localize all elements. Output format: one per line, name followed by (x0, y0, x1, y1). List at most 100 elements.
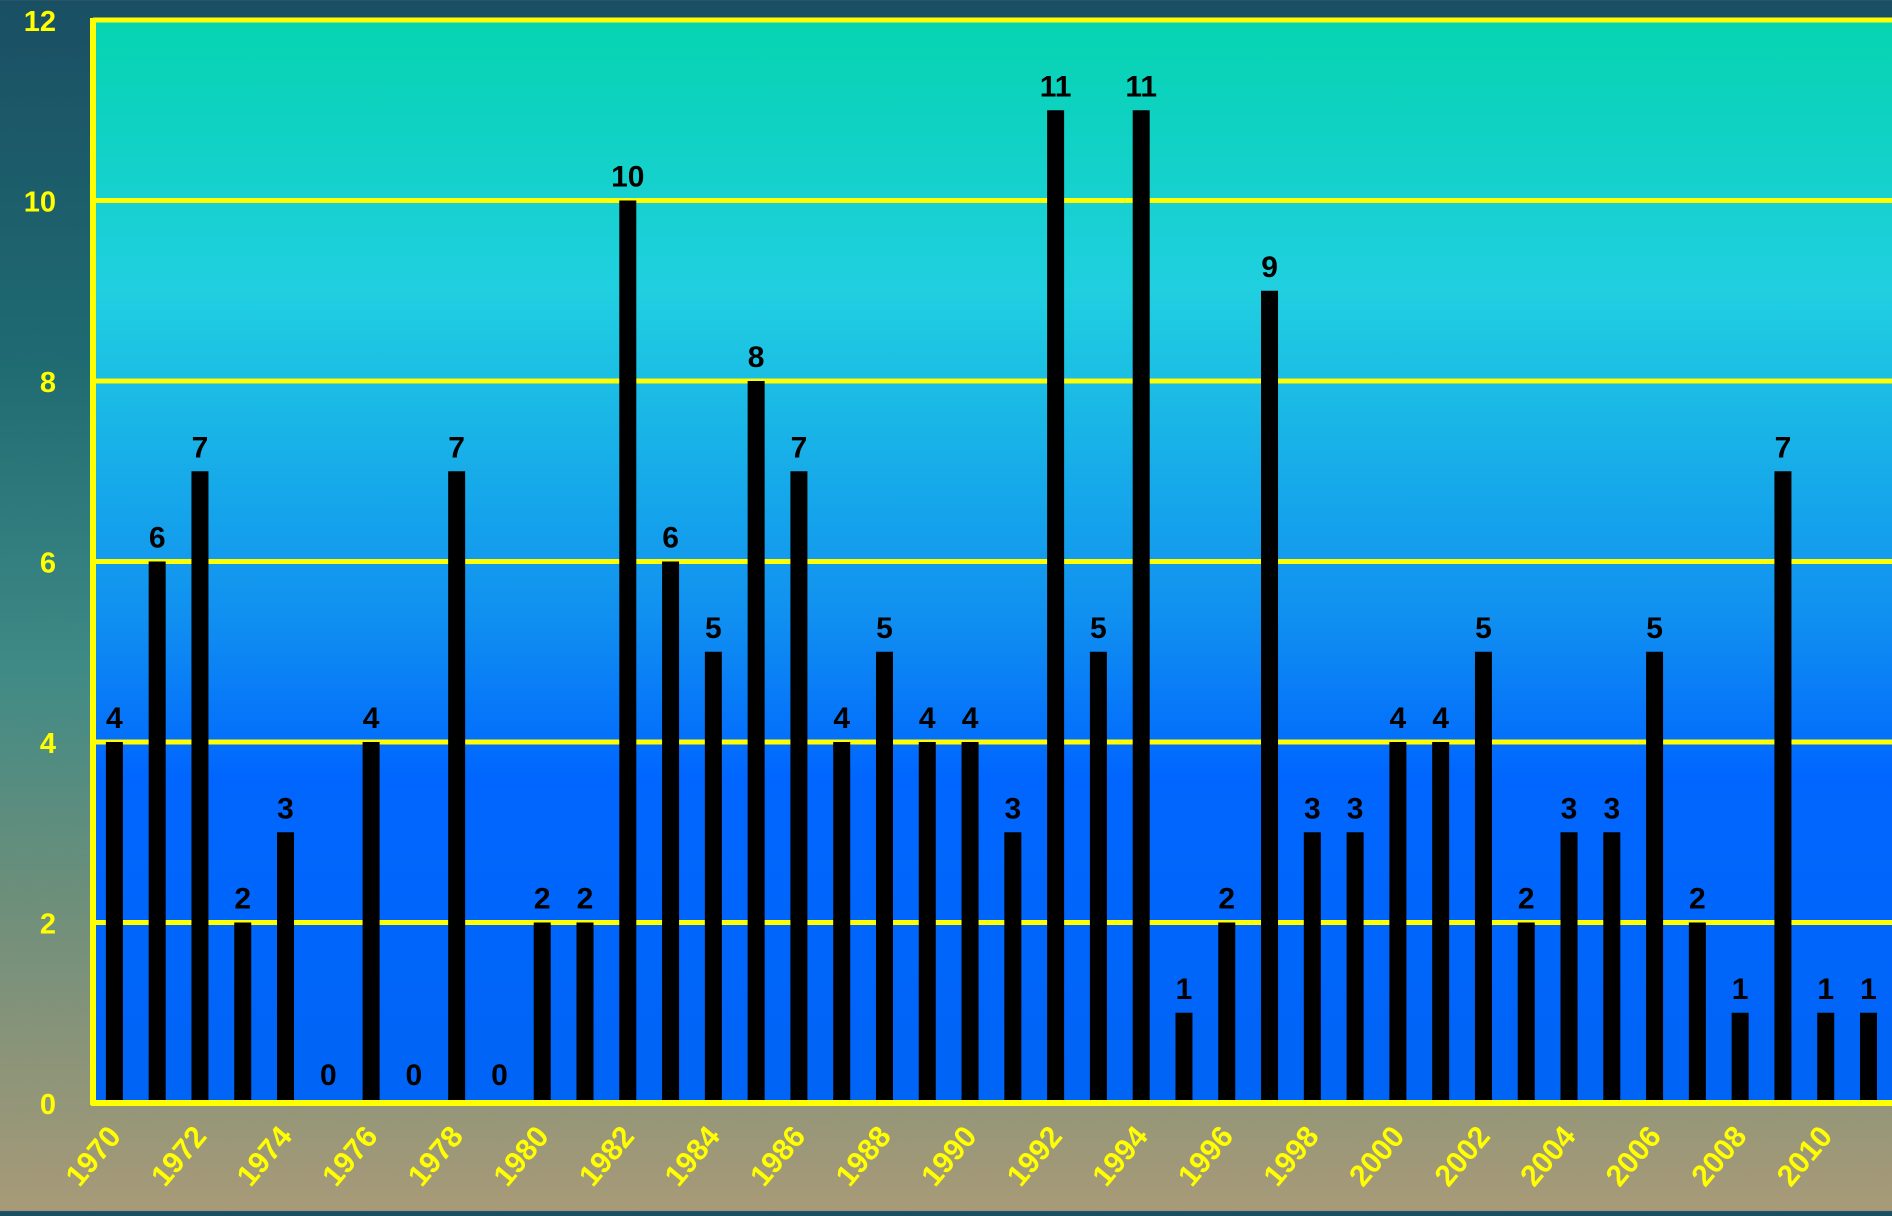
data-label: 4 (363, 702, 380, 735)
bar (362, 742, 380, 1103)
data-label: 4 (962, 702, 979, 735)
data-label: 0 (406, 1059, 423, 1092)
x-tick-label: 2010 (1771, 1120, 1839, 1192)
data-label: 10 (611, 161, 644, 194)
data-label: 6 (149, 522, 166, 555)
data-label: 1 (1860, 973, 1877, 1006)
bar (1859, 1012, 1877, 1103)
bar (148, 561, 166, 1103)
x-tick-label: 1974 (231, 1120, 299, 1193)
data-label: 5 (1475, 612, 1492, 645)
bar (662, 561, 680, 1103)
data-label: 4 (919, 702, 936, 735)
x-tick-label: 1994 (1086, 1120, 1154, 1193)
data-label: 3 (1347, 792, 1364, 825)
bar (191, 471, 209, 1103)
bar (1688, 922, 1706, 1103)
data-label: 7 (1775, 431, 1792, 464)
x-tick-label: 1984 (659, 1120, 727, 1193)
bar (1646, 651, 1664, 1103)
y-tick-label: 12 (24, 6, 56, 38)
data-label: 4 (106, 702, 123, 735)
x-tick-label: 2008 (1685, 1120, 1753, 1192)
bar (277, 832, 295, 1103)
bar (747, 381, 765, 1103)
axes (90, 18, 1892, 1106)
data-label: 1 (1176, 973, 1193, 1006)
x-tick-label: 2006 (1600, 1120, 1668, 1192)
bar (1303, 832, 1321, 1103)
data-label: 2 (234, 883, 251, 916)
bar (1389, 742, 1407, 1103)
bar (1560, 832, 1578, 1103)
y-tick-label: 4 (40, 728, 56, 760)
x-tick-label: 1970 (60, 1120, 128, 1192)
x-tick-label: 1992 (1001, 1120, 1069, 1192)
y-tick-label: 8 (40, 367, 56, 399)
data-label: 7 (448, 431, 465, 464)
bar (619, 200, 637, 1103)
x-tick-label: 1990 (915, 1120, 983, 1192)
bar (1175, 1012, 1193, 1103)
bar (790, 471, 808, 1103)
data-label: 8 (748, 341, 765, 374)
x-tick-label: 1976 (316, 1120, 384, 1192)
data-label: 5 (1646, 612, 1663, 645)
bar (1517, 922, 1535, 1103)
data-label: 7 (791, 431, 808, 464)
bar (875, 651, 893, 1103)
bar (1004, 832, 1022, 1103)
x-tick-label: 2000 (1343, 1120, 1411, 1192)
data-label: 3 (1561, 792, 1578, 825)
x-tick-label: 1982 (573, 1120, 641, 1192)
bar (1432, 742, 1450, 1103)
data-label: 1 (1817, 973, 1834, 1006)
bar (533, 922, 551, 1103)
data-label: 4 (1432, 702, 1449, 735)
data-label: 4 (1390, 702, 1407, 735)
y-tick-label: 2 (40, 909, 56, 941)
y-tick-label: 0 (40, 1089, 56, 1121)
bar (448, 471, 466, 1103)
data-label: 11 (1040, 70, 1072, 103)
data-label: 9 (1261, 251, 1278, 284)
gridlines (93, 17, 1892, 925)
data-label: 0 (491, 1059, 508, 1092)
bar (1089, 651, 1107, 1103)
bar (105, 742, 123, 1103)
x-tick-label: 1972 (145, 1120, 213, 1192)
data-label: 2 (577, 883, 594, 916)
data-label: 11 (1125, 70, 1157, 103)
bar (1731, 1012, 1749, 1103)
x-tick-label: 1998 (1257, 1120, 1325, 1192)
bar (1261, 290, 1279, 1103)
data-label: 7 (192, 431, 209, 464)
bar (1346, 832, 1364, 1103)
bar (961, 742, 979, 1103)
y-tick-labels: 0 2 4 6 8 10 12 (24, 6, 56, 1121)
data-label: 3 (277, 792, 294, 825)
bar (1132, 110, 1150, 1103)
data-label: 3 (1004, 792, 1021, 825)
x-tick-label: 1980 (487, 1120, 555, 1192)
x-tick-label: 2002 (1429, 1120, 1497, 1192)
data-label: 5 (876, 612, 893, 645)
data-label: 2 (1518, 883, 1535, 916)
bar (1603, 832, 1621, 1103)
bar (1817, 1012, 1835, 1103)
y-tick-label: 6 (40, 548, 56, 580)
data-label: 1 (1732, 973, 1749, 1006)
x-tick-labels: 1970 1972 1974 1976 1978 1980 1982 1984 1986 1988… (60, 1120, 1840, 1193)
data-label: 2 (1689, 883, 1706, 916)
bar (1774, 471, 1792, 1103)
bar (576, 922, 594, 1103)
x-tick-label: 2004 (1514, 1120, 1582, 1193)
bar (1218, 922, 1236, 1103)
data-label: 2 (534, 883, 551, 916)
data-label: 4 (833, 702, 850, 735)
data-label: 5 (705, 612, 722, 645)
bars (105, 110, 1877, 1103)
